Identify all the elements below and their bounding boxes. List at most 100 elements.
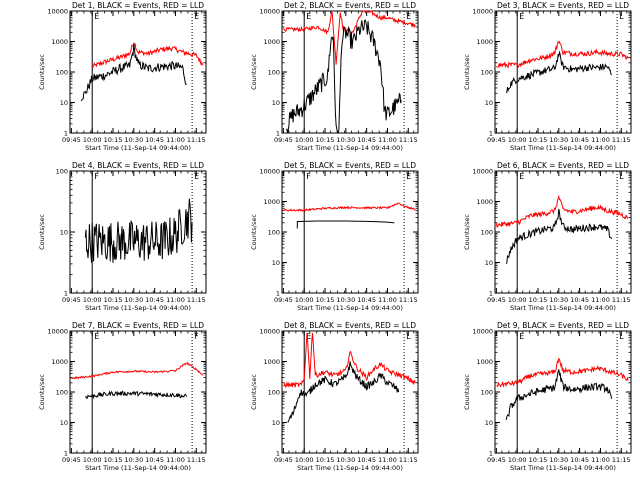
y-tick-label: 100: [56, 69, 68, 77]
plot-frame: [494, 170, 632, 294]
x-tick-label: 09:45: [62, 456, 81, 464]
panel-title: Det 8, BLACK = Events, RED = LLD: [284, 321, 416, 330]
x-tick-label: 09:45: [487, 456, 506, 464]
x-tick-label: 10:45: [357, 136, 376, 144]
x-tick-label: 10:00: [83, 296, 102, 304]
x-tick-label: 11:00: [166, 296, 185, 304]
panel-title: Det 7, BLACK = Events, RED = LLD: [72, 321, 204, 330]
x-tick-label: 10:30: [549, 296, 568, 304]
x-tick-label: 11:00: [378, 296, 397, 304]
x-tick-label: 10:30: [336, 296, 355, 304]
x-tick-label: 10:30: [336, 136, 355, 144]
detector-panel-6: Det 6, BLACK = Events, RED = LLD 1 10 100 10…: [463, 161, 632, 312]
y-tick-label: 10: [60, 229, 68, 237]
events-series-line: [505, 369, 613, 421]
events-series-line: [80, 44, 187, 102]
interval-marker-label: E: [194, 172, 199, 181]
interval-marker-label: E: [406, 172, 411, 181]
y-tick-label: 10: [60, 99, 68, 107]
x-tick-label: 11:15: [187, 456, 206, 464]
lld-series-line: [496, 357, 629, 389]
y-tick-label: 10: [485, 259, 493, 267]
detector-panel-2: Det 2, BLACK = Events, RED = LLD 1 10 100 10…: [250, 1, 419, 152]
interval-marker-label: E: [194, 12, 199, 21]
y-axis-title: Counts/sec: [38, 214, 46, 250]
panel-title: Det 9, BLACK = Events, RED = LLD: [497, 321, 629, 330]
x-tick-label: 11:00: [591, 456, 610, 464]
y-tick-label: 100: [268, 389, 280, 397]
y-tick-label: 10: [485, 99, 493, 107]
y-tick-label: 10000: [259, 8, 280, 16]
lld-series-line: [282, 10, 416, 65]
detector-panel-4: Det 4, BLACK = Events, RED = LLD 1 10 100 Co…: [38, 161, 207, 312]
y-axis-title: Counts/sec: [250, 54, 258, 90]
events-series-line: [505, 50, 613, 94]
y-tick-label: 10: [272, 259, 280, 267]
y-tick-label: 1000: [263, 198, 280, 206]
lld-series-line: [283, 332, 416, 388]
plot-frame: [69, 10, 207, 134]
x-tick-label: 09:45: [274, 296, 293, 304]
x-tick-label: 10:00: [295, 296, 314, 304]
detector-panel-7: Det 7, BLACK = Events, RED = LLD 1 10 100 10…: [38, 321, 207, 472]
panel-title: Det 5, BLACK = Events, RED = LLD: [284, 161, 416, 170]
y-tick-label: 1: [276, 290, 280, 298]
x-tick-label: 10:45: [570, 456, 589, 464]
y-tick-label: 100: [268, 229, 280, 237]
y-tick-label: 1000: [476, 38, 493, 46]
y-tick-label: 100: [56, 389, 68, 397]
y-tick-label: 1: [64, 450, 68, 458]
x-tick-label: 10:45: [357, 296, 376, 304]
y-tick-label: 10000: [259, 328, 280, 336]
y-tick-label: 100: [481, 229, 493, 237]
x-tick-label: 11:15: [187, 136, 206, 144]
y-axis-title: Counts/sec: [250, 214, 258, 250]
y-tick-label: 1: [276, 450, 280, 458]
events-series-line: [296, 220, 395, 229]
interval-marker-label: E: [94, 332, 99, 341]
lld-series-line: [91, 42, 204, 69]
events-series-line: [84, 390, 188, 400]
x-tick-label: 10:45: [570, 136, 589, 144]
y-axis-title: Counts/sec: [463, 374, 471, 410]
x-tick-label: 10:00: [295, 456, 314, 464]
x-axis-title: Start Time (11-Sep-14 09:44:00): [297, 144, 403, 152]
x-tick-label: 11:15: [612, 456, 631, 464]
y-tick-label: 1000: [476, 358, 493, 366]
plot-frame: [69, 330, 207, 454]
interval-marker-label: E: [94, 12, 99, 21]
x-axis-title: Start Time (11-Sep-14 09:44:00): [85, 464, 191, 472]
y-axis-title: Counts/sec: [463, 54, 471, 90]
y-tick-label: 10000: [259, 168, 280, 176]
y-tick-label: 10: [272, 419, 280, 427]
lld-series-line: [496, 40, 629, 69]
x-tick-label: 10:15: [529, 296, 548, 304]
x-tick-label: 10:15: [316, 296, 335, 304]
y-tick-label: 100: [268, 69, 280, 77]
panel-title: Det 3, BLACK = Events, RED = LLD: [497, 1, 629, 10]
lld-series-line: [71, 361, 204, 380]
interval-marker-label: E: [406, 12, 411, 21]
x-tick-label: 09:45: [487, 136, 506, 144]
x-tick-label: 11:00: [591, 296, 610, 304]
y-tick-label: 1: [64, 130, 68, 138]
x-tick-label: 10:15: [104, 296, 123, 304]
y-tick-label: 10: [485, 419, 493, 427]
x-tick-label: 10:30: [124, 136, 143, 144]
x-tick-label: 10:15: [529, 456, 548, 464]
interval-marker-label: F: [306, 172, 311, 181]
interval-marker-label: F: [94, 172, 99, 181]
x-tick-label: 10:00: [83, 456, 102, 464]
x-tick-label: 09:45: [62, 136, 81, 144]
x-tick-label: 10:00: [508, 296, 527, 304]
interval-marker-label: F: [194, 332, 199, 341]
y-axis-title: Counts/sec: [38, 54, 46, 90]
x-tick-label: 11:15: [612, 296, 631, 304]
panel-title: Det 2, BLACK = Events, RED = LLD: [284, 1, 416, 10]
x-tick-label: 10:30: [336, 456, 355, 464]
lld-series-line: [283, 202, 416, 213]
y-tick-label: 100: [56, 168, 68, 176]
interval-marker-label: E: [519, 12, 524, 21]
x-tick-label: 10:15: [104, 136, 123, 144]
x-tick-label: 10:45: [145, 456, 164, 464]
